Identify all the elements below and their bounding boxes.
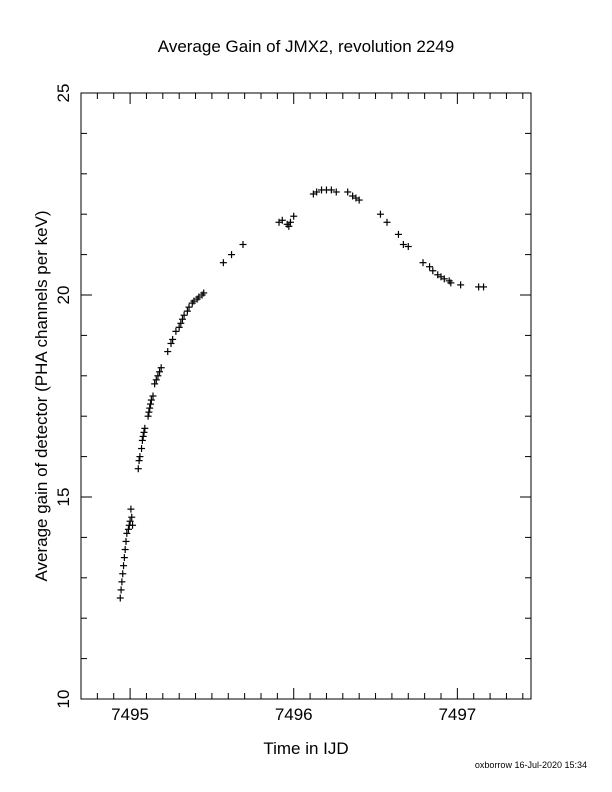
data-point: [121, 546, 129, 554]
data-point: [480, 283, 488, 291]
data-point: [383, 218, 391, 226]
data-point: [134, 465, 142, 473]
y-tick-label: 20: [54, 286, 73, 305]
data-point: [399, 241, 407, 248]
data-point: [376, 210, 384, 218]
data-point: [136, 453, 144, 461]
x-tick-label: 7497: [438, 705, 476, 724]
data-point: [426, 263, 434, 271]
data-point: [128, 513, 136, 521]
data-point: [286, 218, 294, 226]
data-point: [178, 315, 186, 323]
x-tick-label: 7496: [275, 705, 313, 724]
data-point: [126, 517, 134, 525]
x-axis-label: Time in IJD: [263, 739, 348, 758]
x-axis-ticks: [96, 93, 524, 699]
data-point: [447, 279, 455, 287]
data-point: [185, 303, 193, 311]
data-point: [156, 368, 164, 376]
y-tick-label: 10: [54, 690, 73, 709]
data-point: [116, 594, 124, 602]
data-point: [152, 376, 160, 384]
data-point: [457, 281, 465, 289]
data-point: [123, 529, 131, 537]
y-axis-tick-labels: 10 15 20 25: [54, 84, 73, 709]
data-point: [394, 230, 402, 238]
data-point: [146, 404, 154, 412]
data-point: [200, 289, 208, 297]
data-point: [167, 339, 175, 347]
data-point: [177, 319, 185, 327]
data-point: [117, 586, 125, 594]
data-points: [116, 186, 488, 602]
chart-title: Average Gain of JMX2, revolution 2249: [158, 37, 454, 56]
y-tick-label: 15: [54, 488, 73, 507]
y-axis-label: Average gain of detector (PHA channels p…: [32, 210, 51, 581]
data-point: [175, 323, 183, 331]
data-point: [239, 241, 247, 248]
data-point: [129, 521, 137, 529]
x-axis-tick-labels: 7495 7496 7497: [111, 705, 476, 724]
footer-credit: oxborrow 16-Jul-2020 15:34: [475, 760, 587, 770]
data-point: [141, 424, 149, 432]
data-point: [332, 188, 340, 196]
data-point: [147, 396, 155, 404]
data-point: [344, 188, 352, 196]
data-point: [140, 428, 148, 436]
data-point: [404, 243, 412, 251]
data-point: [219, 259, 227, 267]
plot-frame: [80, 92, 532, 700]
data-point: [164, 348, 172, 356]
data-point: [149, 392, 157, 400]
data-point: [138, 445, 146, 453]
data-point: [139, 432, 147, 440]
data-point: [120, 562, 128, 570]
data-point: [135, 457, 143, 465]
data-point: [290, 212, 298, 220]
data-point: [144, 412, 152, 420]
data-point: [327, 186, 335, 194]
data-point: [440, 275, 448, 283]
data-point: [278, 216, 286, 224]
data-point: [313, 188, 321, 196]
data-point: [122, 537, 130, 545]
data-point: [419, 259, 427, 267]
data-point: [355, 196, 363, 204]
data-point: [127, 505, 135, 513]
y-tick-label: 25: [54, 84, 73, 103]
data-point: [119, 570, 127, 578]
data-point: [118, 578, 126, 586]
data-point: [151, 380, 159, 388]
data-point: [169, 335, 177, 343]
data-point: [145, 408, 153, 416]
data-point: [180, 311, 188, 319]
data-point: [154, 372, 162, 380]
data-point: [138, 436, 146, 444]
data-point: [157, 364, 165, 372]
data-point: [172, 327, 180, 335]
data-point: [120, 554, 128, 562]
data-point: [228, 251, 236, 259]
data-point: [124, 525, 132, 533]
x-tick-label: 7495: [111, 705, 149, 724]
data-point: [147, 400, 155, 408]
data-point: [285, 222, 293, 230]
data-point: [429, 267, 437, 275]
data-point: [183, 307, 191, 315]
y-axis-ticks: [81, 132, 531, 660]
